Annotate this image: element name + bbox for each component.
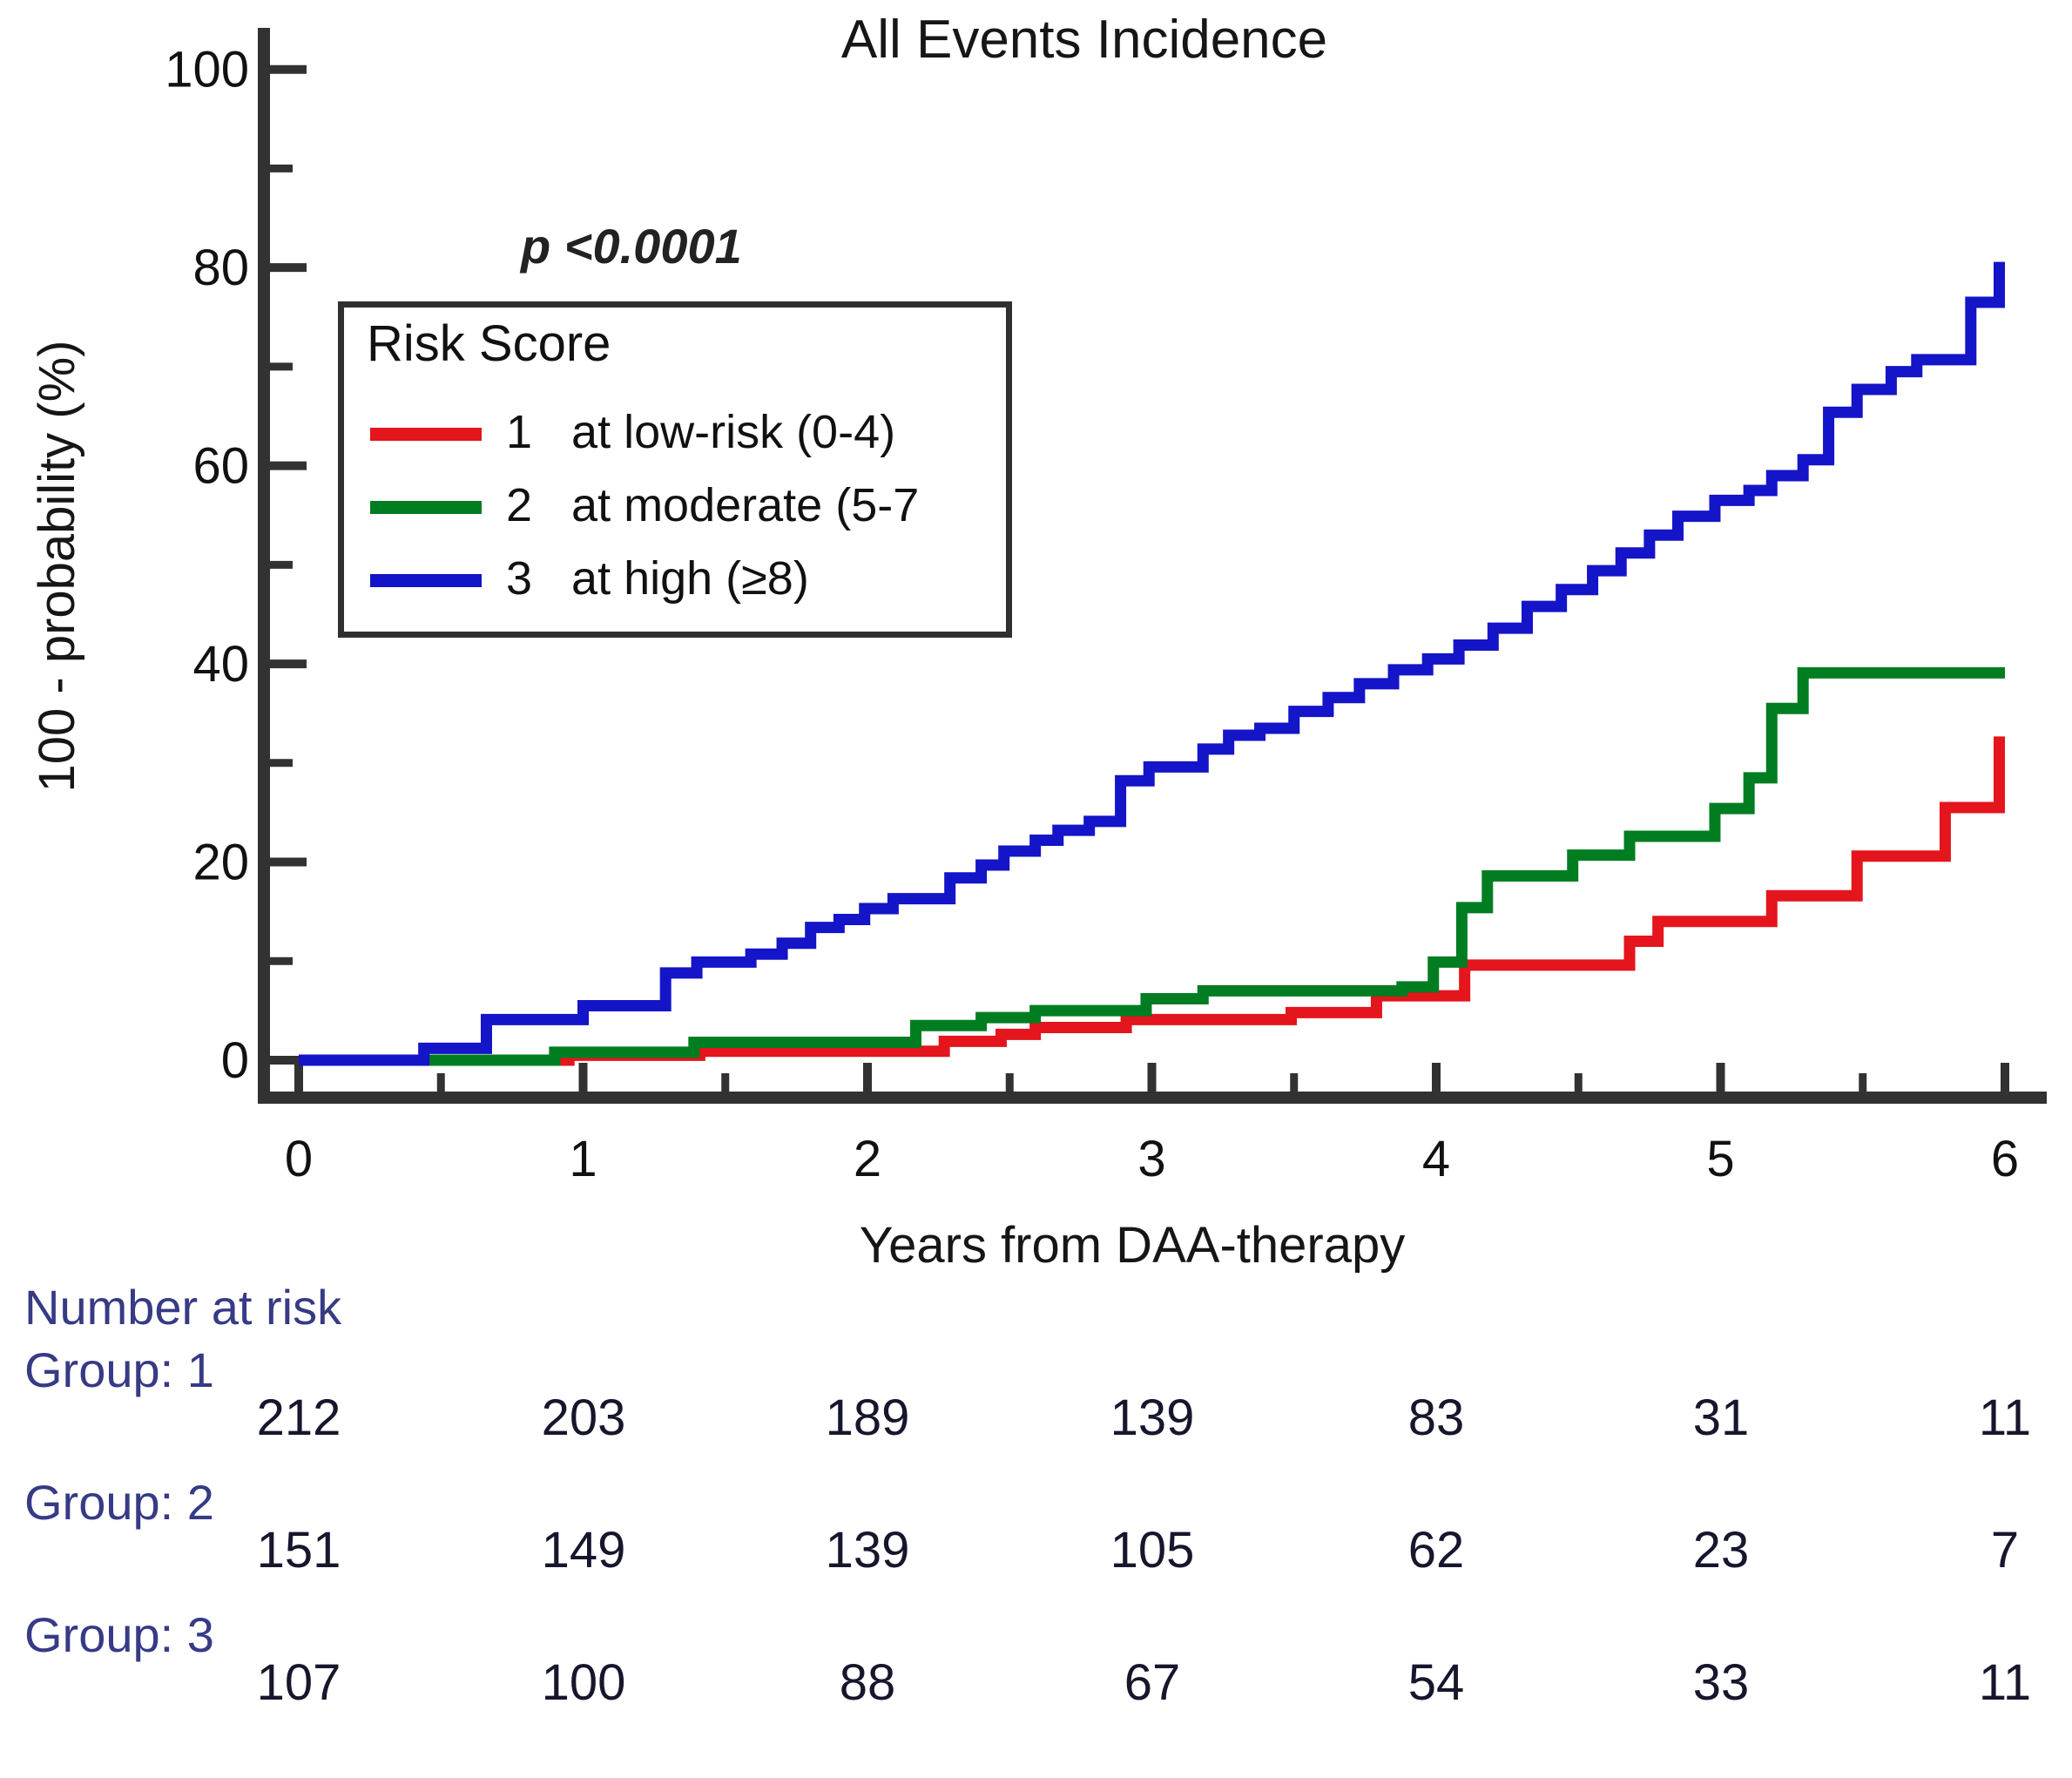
risk-value: 62 [1407, 1522, 1465, 1579]
group-3-risk-row: 107 100 88 67 54 33 11 [0, 1653, 2072, 1714]
group-1-label: Group: 1 [24, 1342, 214, 1397]
risk-value: 88 [839, 1654, 896, 1711]
legend-title: Risk Score [367, 315, 611, 372]
number-at-risk-header: Number at risk [24, 1280, 342, 1335]
risk-value: 139 [1110, 1389, 1195, 1446]
risk-value: 151 [256, 1522, 341, 1579]
risk-value: 31 [1692, 1389, 1750, 1446]
chart-title: All Events Incidence [840, 10, 1328, 70]
svg-text:20: 20 [192, 835, 249, 891]
low-risk-line-swatch [370, 428, 482, 441]
risk-value: 189 [825, 1389, 910, 1446]
risk-value: 23 [1692, 1522, 1750, 1579]
risk-value: 11 [1978, 1389, 2032, 1446]
risk-value: 105 [1110, 1522, 1195, 1579]
risk-value: 212 [256, 1389, 341, 1446]
risk-value: 139 [825, 1522, 910, 1579]
risk-value: 11 [1978, 1654, 2032, 1711]
svg-text:3: 3 [1137, 1131, 1165, 1187]
risk-value: 149 [541, 1522, 626, 1579]
svg-text:60: 60 [192, 438, 249, 495]
svg-text:2: 2 [854, 1131, 881, 1187]
svg-text:40: 40 [192, 636, 249, 693]
moderate-risk-line-swatch [370, 501, 482, 514]
high-risk-line-swatch [370, 574, 482, 587]
x-axis-title: Years from DAA-therapy [859, 1217, 1406, 1274]
risk-value: 67 [1124, 1654, 1181, 1711]
svg-text:0: 0 [221, 1032, 249, 1089]
svg-text:6: 6 [1991, 1131, 2019, 1187]
risk-value: 54 [1407, 1654, 1465, 1711]
risk-value: 100 [541, 1654, 626, 1711]
legend-box: Risk Score 1 at low-risk (0-4) 2 at mode… [338, 301, 1012, 638]
svg-text:100: 100 [165, 42, 249, 98]
svg-text:0: 0 [285, 1131, 313, 1187]
svg-text:5: 5 [1706, 1131, 1734, 1187]
risk-value: 107 [256, 1654, 341, 1711]
svg-text:1: 1 [569, 1131, 597, 1187]
risk-value: 7 [1990, 1522, 2020, 1579]
group-2-risk-row: 151 149 139 105 62 23 7 [0, 1521, 2072, 1582]
group-1-risk-row: 212 203 189 139 83 31 11 [0, 1389, 2072, 1450]
group-3-label: Group: 3 [24, 1607, 214, 1662]
group-2-label: Group: 2 [24, 1475, 214, 1530]
risk-value: 203 [541, 1389, 626, 1446]
risk-value: 83 [1407, 1389, 1465, 1446]
svg-text:80: 80 [192, 240, 249, 296]
svg-text:4: 4 [1422, 1131, 1450, 1187]
risk-value: 33 [1692, 1654, 1750, 1711]
p-value-annotation: p <0.0001 [521, 219, 742, 274]
